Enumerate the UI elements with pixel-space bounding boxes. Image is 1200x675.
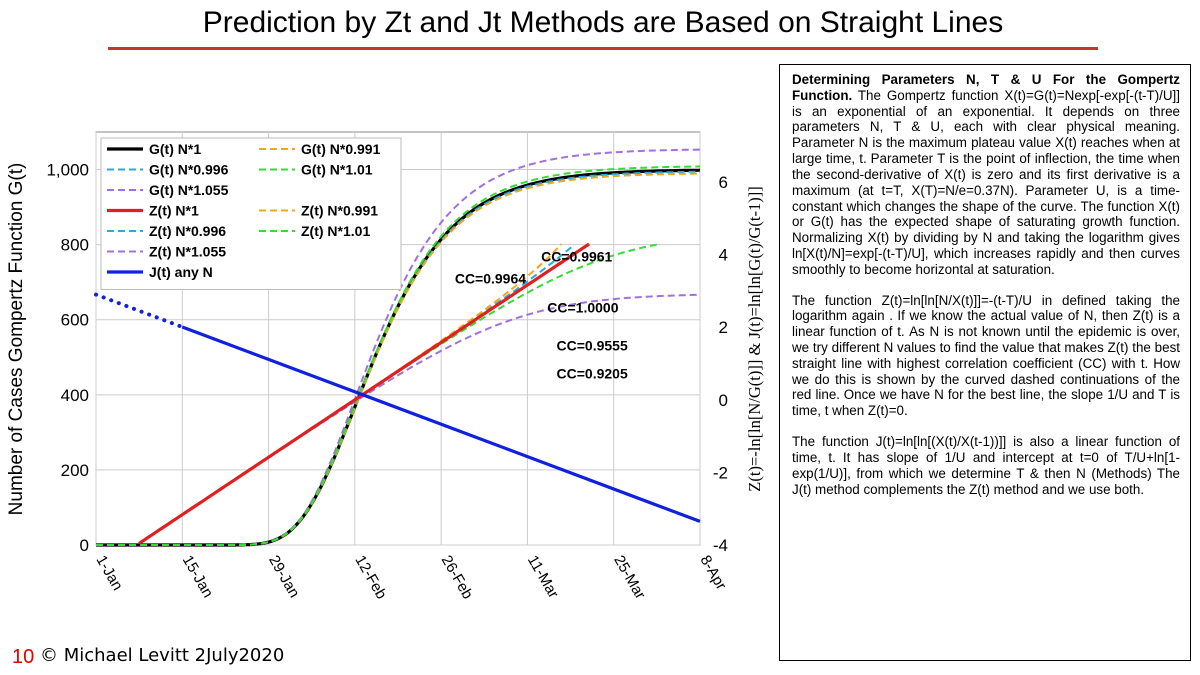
- p3-sentence: It has slope of 1/U and intercept at t=0…: [792, 449, 1180, 481]
- legend-label: G(t) N*0.991: [301, 141, 381, 157]
- x-tick-label: 29-Jan: [265, 553, 303, 601]
- p2-sentence: The function Z(t)=ln[ln[N/X(t)]]=-(t-T)/…: [792, 292, 1180, 324]
- paragraph-jt: The function J(t)=ln[ln[(X(t)/X(t-1))]] …: [792, 434, 1180, 497]
- paragraph-gompertz: Determining Parameters N, T & U For the …: [792, 72, 1180, 278]
- p1-sentence: The function X(t) or G(t) has the expect…: [792, 198, 1180, 230]
- legend-label: Z(t) N*1: [149, 203, 199, 219]
- p1-sentence: The Gompertz function X(t)=G(t)=Nexp[-ex…: [792, 87, 1180, 119]
- series-g-t-n-1-01: [96, 165, 700, 546]
- cc-label: CC=0.9555: [557, 337, 628, 353]
- cc-label: CC=0.9964: [455, 270, 526, 286]
- explanation-panel: Determining Parameters N, T & U For the …: [779, 64, 1191, 661]
- p2-sentence: Once we have N for the best line, the sl…: [792, 387, 1180, 419]
- legend-label: Z(t) N*1.055: [149, 244, 226, 260]
- legend-box: [100, 137, 402, 290]
- y-tick-label: 800: [61, 236, 89, 255]
- legend-label: G(t) N*1.01: [301, 162, 373, 178]
- y2-tick-label: -2: [713, 463, 728, 482]
- x-tick-label: 26-Feb: [438, 553, 476, 603]
- panel-heading: Determining Parameters N, T & U For the …: [792, 72, 1180, 103]
- y-tick-label: 0: [80, 536, 89, 555]
- p2-sentence: How we do this is shown by the curved da…: [792, 355, 1180, 403]
- y-axis-label: Number of Cases Gompertz Function G(t): [6, 163, 27, 516]
- p1-sentence: It depends on three parameters N, T & U,…: [792, 103, 1180, 135]
- page-number: 10: [12, 646, 35, 668]
- y-axis-right: -4 -2 0 2 4 6: [713, 173, 728, 555]
- y2-tick-label: 2: [719, 318, 728, 337]
- series-j-any-n: [181, 325, 701, 523]
- legend: G(t) N*1 G(t) N*0.991 G(t) N*0.996 G(t) N*1…: [100, 137, 402, 290]
- p1-sentence: Parameter T is the point of inflection, …: [792, 151, 1180, 198]
- cc-label: CC=0.9961: [541, 248, 612, 264]
- legend-label: G(t) N*0.996: [149, 162, 229, 178]
- cc-label: CC=1.0000: [547, 299, 618, 315]
- p3-sentence: The function J(t)=ln[ln[(X(t)/X(t-1))]] …: [792, 434, 1180, 465]
- x-tick-label: 8-Apr: [697, 553, 730, 593]
- paragraph-zt: The function Z(t)=ln[ln[N/X(t)]]=-(t-T)/…: [792, 293, 1180, 420]
- y2-axis-label: Z(t)=-ln[ln[N/G(t)]] & J(t)=ln[ln[G(t)/G…: [745, 186, 764, 491]
- y-tick-label: 400: [61, 386, 89, 405]
- legend-label: G(t) N*1.055: [149, 182, 229, 198]
- x-tick-label: 12-Feb: [351, 553, 389, 603]
- y2-tick-label: 0: [719, 391, 728, 410]
- p2-sentence: If we know the actual value of N, then Z…: [792, 308, 1180, 340]
- cc-label: CC=0.9205: [557, 366, 628, 382]
- legend-label: J(t) any N: [149, 264, 213, 280]
- x-tick-label: 1-Jan: [93, 553, 126, 594]
- author-credit: © Michael Levitt 2July2020: [40, 645, 285, 666]
- y-tick-label: 1,000: [46, 161, 89, 180]
- p1-sentence: Parameter N is the maximum plateau value…: [792, 135, 1180, 167]
- page-title: Prediction by Zt and Jt Methods are Base…: [202, 6, 1004, 39]
- y-axis-left: 0 200 400 600 800 1,000: [46, 161, 89, 555]
- cc-annotations: CC=0.9964 CC=0.9961 CC=1.0000 CC=0.9555 CC=0…: [455, 248, 628, 381]
- x-tick-label: 15-Jan: [179, 553, 217, 601]
- x-tick-label: 11-Mar: [524, 553, 562, 602]
- x-axis: 1-Jan 15-Jan 29-Jan 12-Feb 26-Feb 11-Mar 25-Ma…: [93, 553, 730, 603]
- series-j-dotted: [94, 292, 185, 329]
- y-tick-label: 200: [61, 461, 89, 480]
- p1-sentence: Normalizing X(t) by dividing by N and ta…: [792, 230, 1180, 277]
- legend-label: G(t) N*1: [149, 141, 201, 157]
- legend-label: Z(t) N*1.01: [301, 223, 370, 239]
- y2-tick-label: 4: [719, 246, 728, 265]
- x-tick-label: 25-Mar: [610, 553, 648, 603]
- p3-sentence: The J(t) method complements the Z(t) met…: [792, 465, 1180, 497]
- series-group: [94, 148, 701, 547]
- y2-tick-label: 6: [719, 173, 728, 192]
- gompertz-chart: 1-Jan 15-Jan 29-Jan 12-Feb 26-Feb 11-Mar 25-Ma…: [6, 131, 764, 603]
- legend-label: Z(t) N*0.991: [301, 203, 378, 219]
- y-tick-label: 600: [61, 311, 89, 330]
- legend-label: Z(t) N*0.996: [149, 223, 226, 239]
- y2-tick-label: -4: [713, 536, 728, 555]
- p1-sentence: Parameter U, is a time-constant which ch…: [792, 182, 1180, 214]
- title-underline: [108, 47, 1098, 50]
- p2-sentence: As N is not known until the epidemic is …: [792, 324, 1181, 371]
